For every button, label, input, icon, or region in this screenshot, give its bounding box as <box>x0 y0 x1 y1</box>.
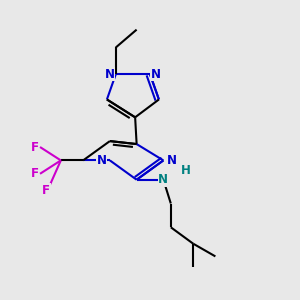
Text: N: N <box>151 68 161 81</box>
Text: F: F <box>31 140 39 154</box>
Text: N: N <box>158 173 168 186</box>
Text: N: N <box>105 68 115 81</box>
Text: N: N <box>97 154 106 167</box>
Text: H: H <box>181 164 190 177</box>
Text: F: F <box>42 184 50 196</box>
Text: N: N <box>167 154 177 167</box>
Text: F: F <box>31 167 39 180</box>
